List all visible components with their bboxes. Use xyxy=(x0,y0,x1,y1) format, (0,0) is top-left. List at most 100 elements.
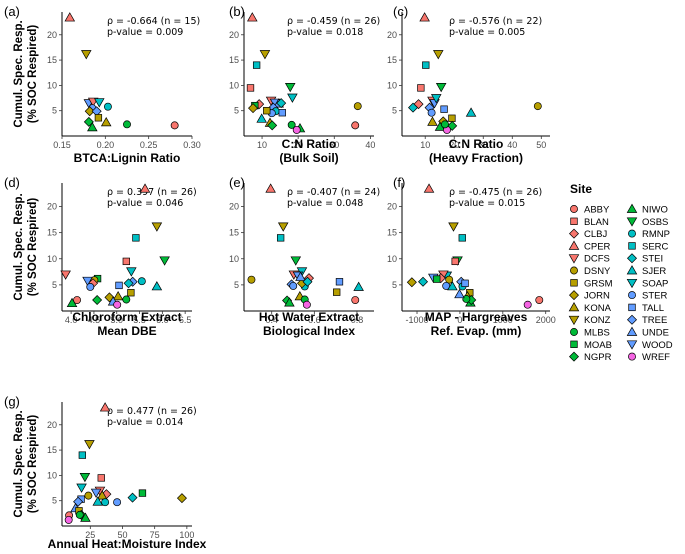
y-tick-label: 15 xyxy=(387,228,397,238)
point-dsny xyxy=(84,491,93,500)
spearman-rho: ρ = -0.664 (n = 15) xyxy=(107,16,200,27)
point-konz xyxy=(448,222,459,232)
x-tick-label: 4.5 xyxy=(88,315,101,325)
legend-item-grsm: GRSM xyxy=(570,278,613,289)
point-rmnp xyxy=(137,277,146,286)
legend-label: UNDE xyxy=(642,328,669,339)
legend-label: STEI xyxy=(642,254,663,265)
y-tick-label: 20 xyxy=(47,420,57,430)
point-dsny xyxy=(445,275,454,284)
point-sjer xyxy=(256,113,267,123)
point-abby xyxy=(170,121,179,130)
x-axis-label: Mean DBE xyxy=(97,324,156,338)
legend-marker-ngpr xyxy=(569,351,579,362)
x-tick-label: -1000 xyxy=(405,315,428,325)
legend-label: GRSM xyxy=(584,278,613,289)
p-value: p-value = 0.005 xyxy=(449,27,525,38)
panel-tag: (a) xyxy=(4,4,20,19)
point-mlbs xyxy=(462,295,471,303)
x-axis-label: Hot Water Extract xyxy=(259,310,359,324)
point-kona xyxy=(100,116,112,127)
panel-tag: (f) xyxy=(393,175,405,190)
y-tick-label: 20 xyxy=(229,30,239,40)
legend-marker-cper xyxy=(568,240,580,250)
x-tick-label: 20 xyxy=(293,140,303,150)
legend-marker-tall xyxy=(628,303,636,312)
p-value: p-value = 0.014 xyxy=(107,417,183,428)
point-mlbs xyxy=(123,120,131,129)
x-tick-label: 30 xyxy=(329,140,339,150)
panel-tag: (g) xyxy=(4,394,20,409)
point-serc xyxy=(252,61,261,69)
y-tick-label: 10 xyxy=(47,254,57,264)
x-tick-label: 75 xyxy=(150,530,160,540)
panel-tag: (b) xyxy=(229,4,245,19)
spearman-rho: ρ = -0.475 (n = 26) xyxy=(449,187,542,198)
point-dcfs xyxy=(60,270,71,280)
x-tick-label: 100 xyxy=(179,530,194,540)
legend-marker-konz xyxy=(568,315,580,326)
spearman-rho: ρ = 0.397 (n = 26) xyxy=(107,187,197,198)
point-stei xyxy=(127,492,138,503)
point-osbs xyxy=(159,256,170,266)
point-konz xyxy=(84,440,95,450)
legend-item-wood: WOOD xyxy=(626,340,673,351)
x-tick-label: 0.20 xyxy=(97,140,115,150)
x-tick-label: 0 xyxy=(457,315,462,325)
legend-item-ngpr: NGPR xyxy=(569,351,612,363)
panel-tag: (e) xyxy=(229,175,245,190)
x-axis-label: C:N Ratio xyxy=(449,137,504,151)
point-jorn xyxy=(84,106,95,117)
point-soap xyxy=(93,98,105,108)
point-sjer xyxy=(151,281,163,291)
x-tick-label: 4.0 xyxy=(65,315,78,325)
point-sjer xyxy=(447,281,458,291)
point-niwo xyxy=(284,297,295,307)
point-grsm xyxy=(127,289,135,297)
point-serc xyxy=(78,451,86,459)
x-tick-label: 10 xyxy=(257,140,267,150)
x-tick-label: 0.4 xyxy=(265,315,278,325)
x-tick-label: 0.15 xyxy=(53,140,71,150)
legend-item-stei: STEI xyxy=(627,253,663,265)
y-axis-label: (% SOC Respired) xyxy=(27,25,39,124)
y-tick-label: 5 xyxy=(52,106,57,116)
point-sjer xyxy=(465,107,477,117)
y-tick-label: 5 xyxy=(392,280,397,290)
point-jorn xyxy=(248,103,259,114)
point-stei xyxy=(302,276,313,287)
point-stei xyxy=(418,276,429,287)
point-moab xyxy=(433,275,441,283)
legend-label: CPER xyxy=(584,241,611,252)
point-ster xyxy=(427,108,436,117)
legend-item-dcfs: DCFS xyxy=(568,254,610,265)
point-rmnp xyxy=(103,102,112,111)
y-axis-label: Cumul. Spec. Resp. xyxy=(13,193,25,300)
legend-item-mlbs: MLBS xyxy=(570,328,610,339)
legend-label: SJER xyxy=(642,266,666,277)
y-axis-label: (% SOC Respired) xyxy=(27,198,39,297)
legend-item-jorn: JORN xyxy=(569,290,610,302)
point-tall xyxy=(335,278,344,286)
point-cper xyxy=(265,183,276,193)
legend-marker-osbs xyxy=(626,217,638,227)
legend-marker-sjer xyxy=(626,265,638,275)
point-dsny xyxy=(247,275,256,284)
point-cper xyxy=(419,12,430,22)
point-soap xyxy=(76,483,87,493)
point-wref xyxy=(113,300,122,309)
legend-marker-wood xyxy=(626,340,638,350)
x-tick-label: 6.0 xyxy=(156,315,169,325)
legend-item-wref: WREF xyxy=(628,352,670,363)
p-value: p-value = 0.009 xyxy=(107,27,183,38)
legend-item-cper: CPER xyxy=(568,240,611,252)
legend-label: MOAB xyxy=(584,340,612,351)
point-sjer xyxy=(353,281,364,291)
legend-marker-mlbs xyxy=(570,328,578,336)
x-tick-label: 0.8 xyxy=(351,315,364,325)
point-konz xyxy=(277,222,289,232)
point-soap xyxy=(287,93,298,103)
